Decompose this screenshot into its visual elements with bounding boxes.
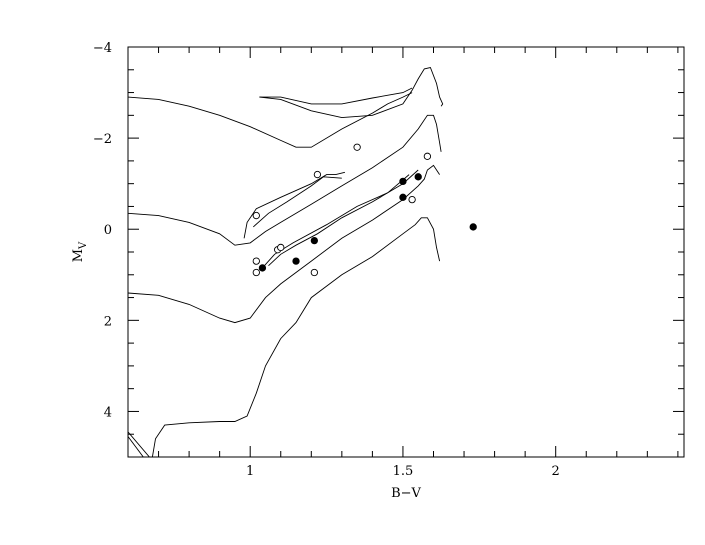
isochrone-line: [259, 66, 444, 119]
isochrone-line: [128, 431, 150, 457]
filled-star-marker: [399, 193, 407, 201]
isochrone-line: [151, 217, 441, 457]
isochrone-line: [128, 92, 413, 148]
isochrone-line: [259, 87, 413, 105]
filled-star-marker: [310, 236, 319, 245]
isochrone-line: [243, 171, 346, 239]
open-star-marker: [310, 268, 319, 277]
open-star-marker: [313, 170, 322, 179]
x-tick-label: 1.5: [393, 464, 414, 479]
isochrone-line: [268, 169, 419, 267]
filled-star-marker: [292, 257, 300, 265]
data-points: [252, 143, 477, 277]
y-axis-label: MV: [71, 241, 89, 262]
filled-star-marker: [258, 264, 267, 272]
y-tick-label: 4: [104, 405, 112, 420]
open-star-marker: [252, 211, 260, 220]
isochrone-line: [128, 114, 442, 246]
filled-star-marker: [469, 223, 477, 231]
filled-star-marker: [399, 177, 407, 186]
open-star-marker: [423, 152, 432, 160]
y-tick-label: −4: [93, 41, 112, 56]
axis-ticks: [127, 46, 684, 458]
open-star-marker: [353, 143, 361, 151]
plot-frame: [127, 46, 685, 458]
axis-tick-labels: 1 1.5 2 −4 −2 0 2 4: [93, 41, 560, 479]
isochrone-line: [128, 164, 440, 324]
x-tick-label: 1: [246, 464, 254, 479]
open-star-marker: [408, 195, 416, 204]
isochrone-curves: [128, 66, 444, 457]
open-star-marker: [277, 243, 285, 252]
isochrone-line: [262, 174, 410, 269]
filled-star-marker: [414, 173, 422, 181]
y-tick-label: −2: [93, 132, 112, 147]
x-tick-label: 2: [552, 464, 560, 479]
y-tick-label: 2: [104, 314, 112, 329]
open-star-marker: [252, 257, 260, 265]
x-axis-label: B−V: [391, 486, 421, 501]
isochrone-line: [128, 436, 144, 457]
isochrone-line: [252, 176, 342, 228]
y-tick-label: 0: [104, 223, 112, 238]
open-star-marker: [252, 268, 260, 277]
